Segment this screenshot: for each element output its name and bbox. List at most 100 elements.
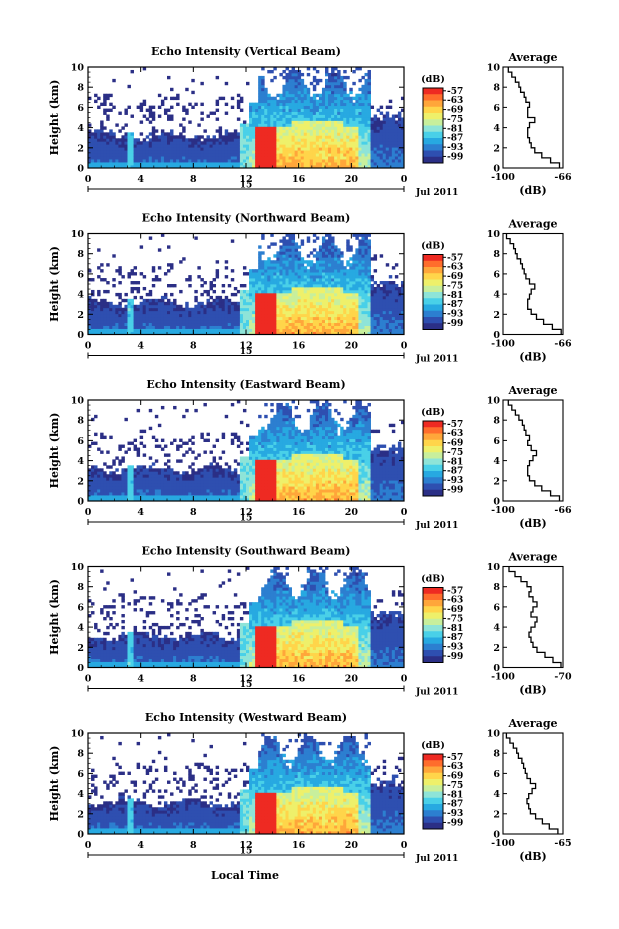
heatmap-cell <box>291 307 296 312</box>
heatmap-cell <box>315 319 320 324</box>
heatmap-cell <box>276 304 280 309</box>
heatmap-cell <box>343 96 347 101</box>
heatmap-cell <box>358 281 362 285</box>
heatmap-cell <box>273 316 277 321</box>
heatmap-cell <box>109 465 113 469</box>
heatmap-cell <box>176 495 180 499</box>
heatmap-cell <box>340 319 344 324</box>
heatmap-cell <box>288 90 292 95</box>
beam-panel: Echo Intensity (Northward Beam)Height (k… <box>48 212 572 365</box>
heatmap-cell <box>315 269 320 273</box>
heatmap-cell <box>173 486 177 490</box>
heatmap-cell <box>367 275 371 279</box>
heatmap-cell <box>270 328 274 332</box>
heatmap-cell <box>288 233 292 237</box>
heatmap-cell <box>315 313 320 318</box>
heatmap-cell <box>203 486 207 490</box>
heatmap-cell <box>176 322 180 326</box>
heatmap-cell <box>340 165 344 168</box>
heatmap-cell <box>258 254 262 258</box>
heatmap-cell <box>200 81 204 86</box>
heatmap-cell <box>306 138 311 142</box>
heatmap-cell <box>300 310 305 315</box>
heatmap-cell <box>194 489 198 493</box>
heatmap-cell <box>355 102 359 107</box>
heatmap-cell <box>297 102 302 107</box>
heatmap-cell <box>315 307 320 312</box>
heatmap-cell <box>151 278 156 282</box>
heatmap-cell <box>391 150 396 154</box>
heatmap-cell <box>379 153 384 157</box>
heatmap-cell <box>328 272 332 276</box>
heatmap-cell <box>267 260 271 264</box>
heatmap-cell <box>127 141 131 145</box>
heatmap-cell <box>273 304 277 309</box>
heatmap-cell <box>170 117 174 121</box>
heatmap-cell <box>142 99 147 104</box>
heatmap-cell <box>188 492 192 496</box>
heatmap-cell <box>94 129 98 133</box>
heatmap-cell <box>373 301 378 306</box>
heatmap-cell <box>145 492 150 496</box>
heatmap-cell <box>315 129 320 133</box>
heatmap-cell <box>121 477 125 481</box>
heatmap-cell <box>127 325 131 329</box>
heatmap-cell <box>328 75 332 80</box>
heatmap-cell <box>188 307 192 312</box>
heatmap-cell <box>124 298 128 303</box>
heatmap-cell <box>270 307 274 312</box>
heatmap-cell <box>145 471 150 475</box>
heatmap-cell <box>373 313 378 318</box>
heatmap-cell <box>346 153 350 157</box>
heatmap-cell <box>382 322 387 326</box>
heatmap-cell <box>139 304 144 309</box>
heatmap-cell <box>343 165 347 168</box>
heatmap-cell <box>246 162 250 166</box>
x-tick-label: 20 <box>345 174 359 185</box>
heatmap-cell <box>170 492 174 496</box>
heatmap-cell <box>252 120 256 124</box>
heatmap-cell <box>285 281 289 285</box>
heatmap-cell <box>130 301 134 306</box>
heatmap-cell <box>139 465 144 469</box>
heatmap-cell <box>103 495 107 499</box>
heatmap-cell <box>279 266 283 270</box>
heatmap-cell <box>136 141 141 145</box>
heatmap-cell <box>367 245 371 249</box>
heatmap-cell <box>109 492 113 496</box>
heatmap-cell <box>154 495 159 499</box>
heatmap-cell <box>261 236 265 240</box>
heatmap-cell <box>236 159 241 163</box>
heatmap-cell <box>115 492 119 496</box>
heatmap-cell <box>340 111 344 115</box>
heatmap-cell <box>334 93 338 98</box>
heatmap-cell <box>136 408 141 413</box>
heatmap-cell <box>397 147 402 151</box>
heatmap-cell <box>182 144 186 148</box>
heatmap-cell <box>297 93 302 98</box>
heatmap-cell <box>303 120 308 124</box>
heatmap-cell <box>154 162 159 166</box>
heatmap-cell <box>285 81 289 86</box>
heatmap-cell <box>197 159 201 163</box>
heatmap-cell <box>127 322 131 326</box>
colorbar-tick-label: -57 <box>447 253 463 263</box>
heatmap-cell <box>115 162 119 166</box>
heatmap-cell <box>270 132 274 136</box>
heatmap-cell <box>154 331 159 335</box>
heatmap-cell <box>200 492 204 496</box>
heatmap-cell <box>382 144 387 148</box>
heatmap-cell <box>179 132 183 136</box>
heatmap-cell <box>337 269 341 273</box>
heatmap-cell <box>297 316 302 321</box>
heatmap-cell <box>276 319 280 324</box>
heatmap-cell <box>188 316 192 321</box>
heatmap-cell <box>200 495 204 499</box>
heatmap-cell <box>252 108 256 112</box>
heatmap-cell <box>218 307 223 312</box>
heatmap-cell <box>367 263 371 267</box>
heatmap-cell <box>139 492 144 496</box>
heatmap-cell <box>127 492 131 496</box>
heatmap-cell <box>91 313 95 318</box>
heatmap-cell <box>139 328 144 332</box>
